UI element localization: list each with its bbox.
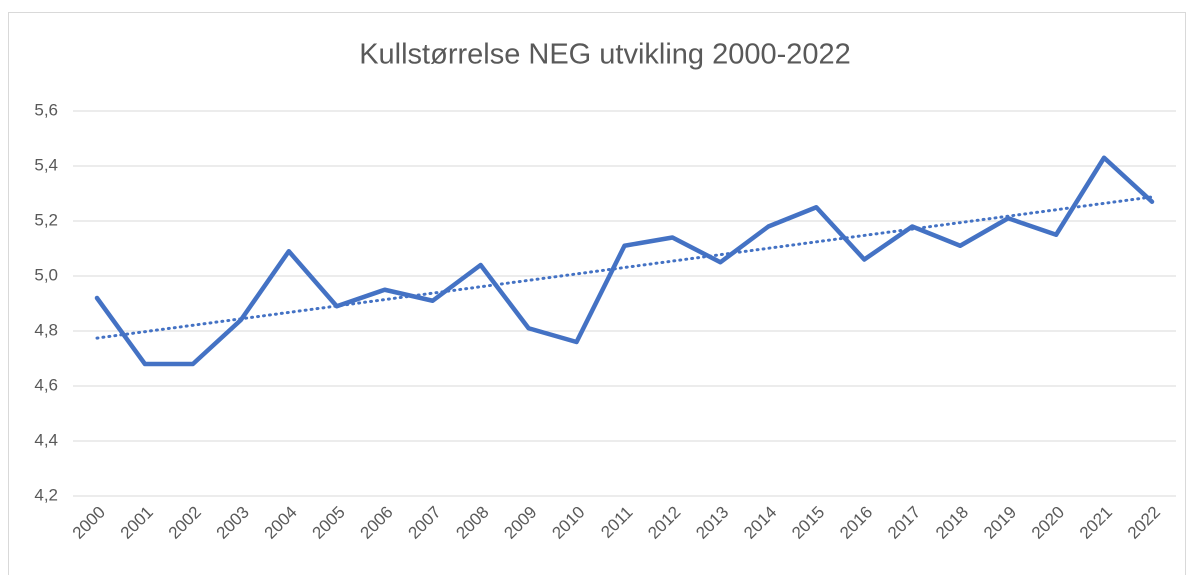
y-tick-label: 4,4 (34, 430, 58, 449)
y-tick-label: 5,2 (34, 210, 58, 229)
chart-title: Kullstørrelse NEG utvikling 2000-2022 (359, 39, 851, 71)
trendline (95, 195, 1154, 340)
data-line (94, 155, 1155, 367)
y-tick-label: 5,4 (34, 155, 58, 174)
y-tick-label: 4,2 (34, 485, 58, 504)
y-tick-label: 4,8 (34, 320, 58, 339)
y-tick-label: 5,6 (34, 100, 58, 119)
y-tick-label: 5,0 (34, 265, 58, 284)
y-tick-label: 4,6 (34, 375, 58, 394)
chart-frame (8, 12, 1186, 575)
